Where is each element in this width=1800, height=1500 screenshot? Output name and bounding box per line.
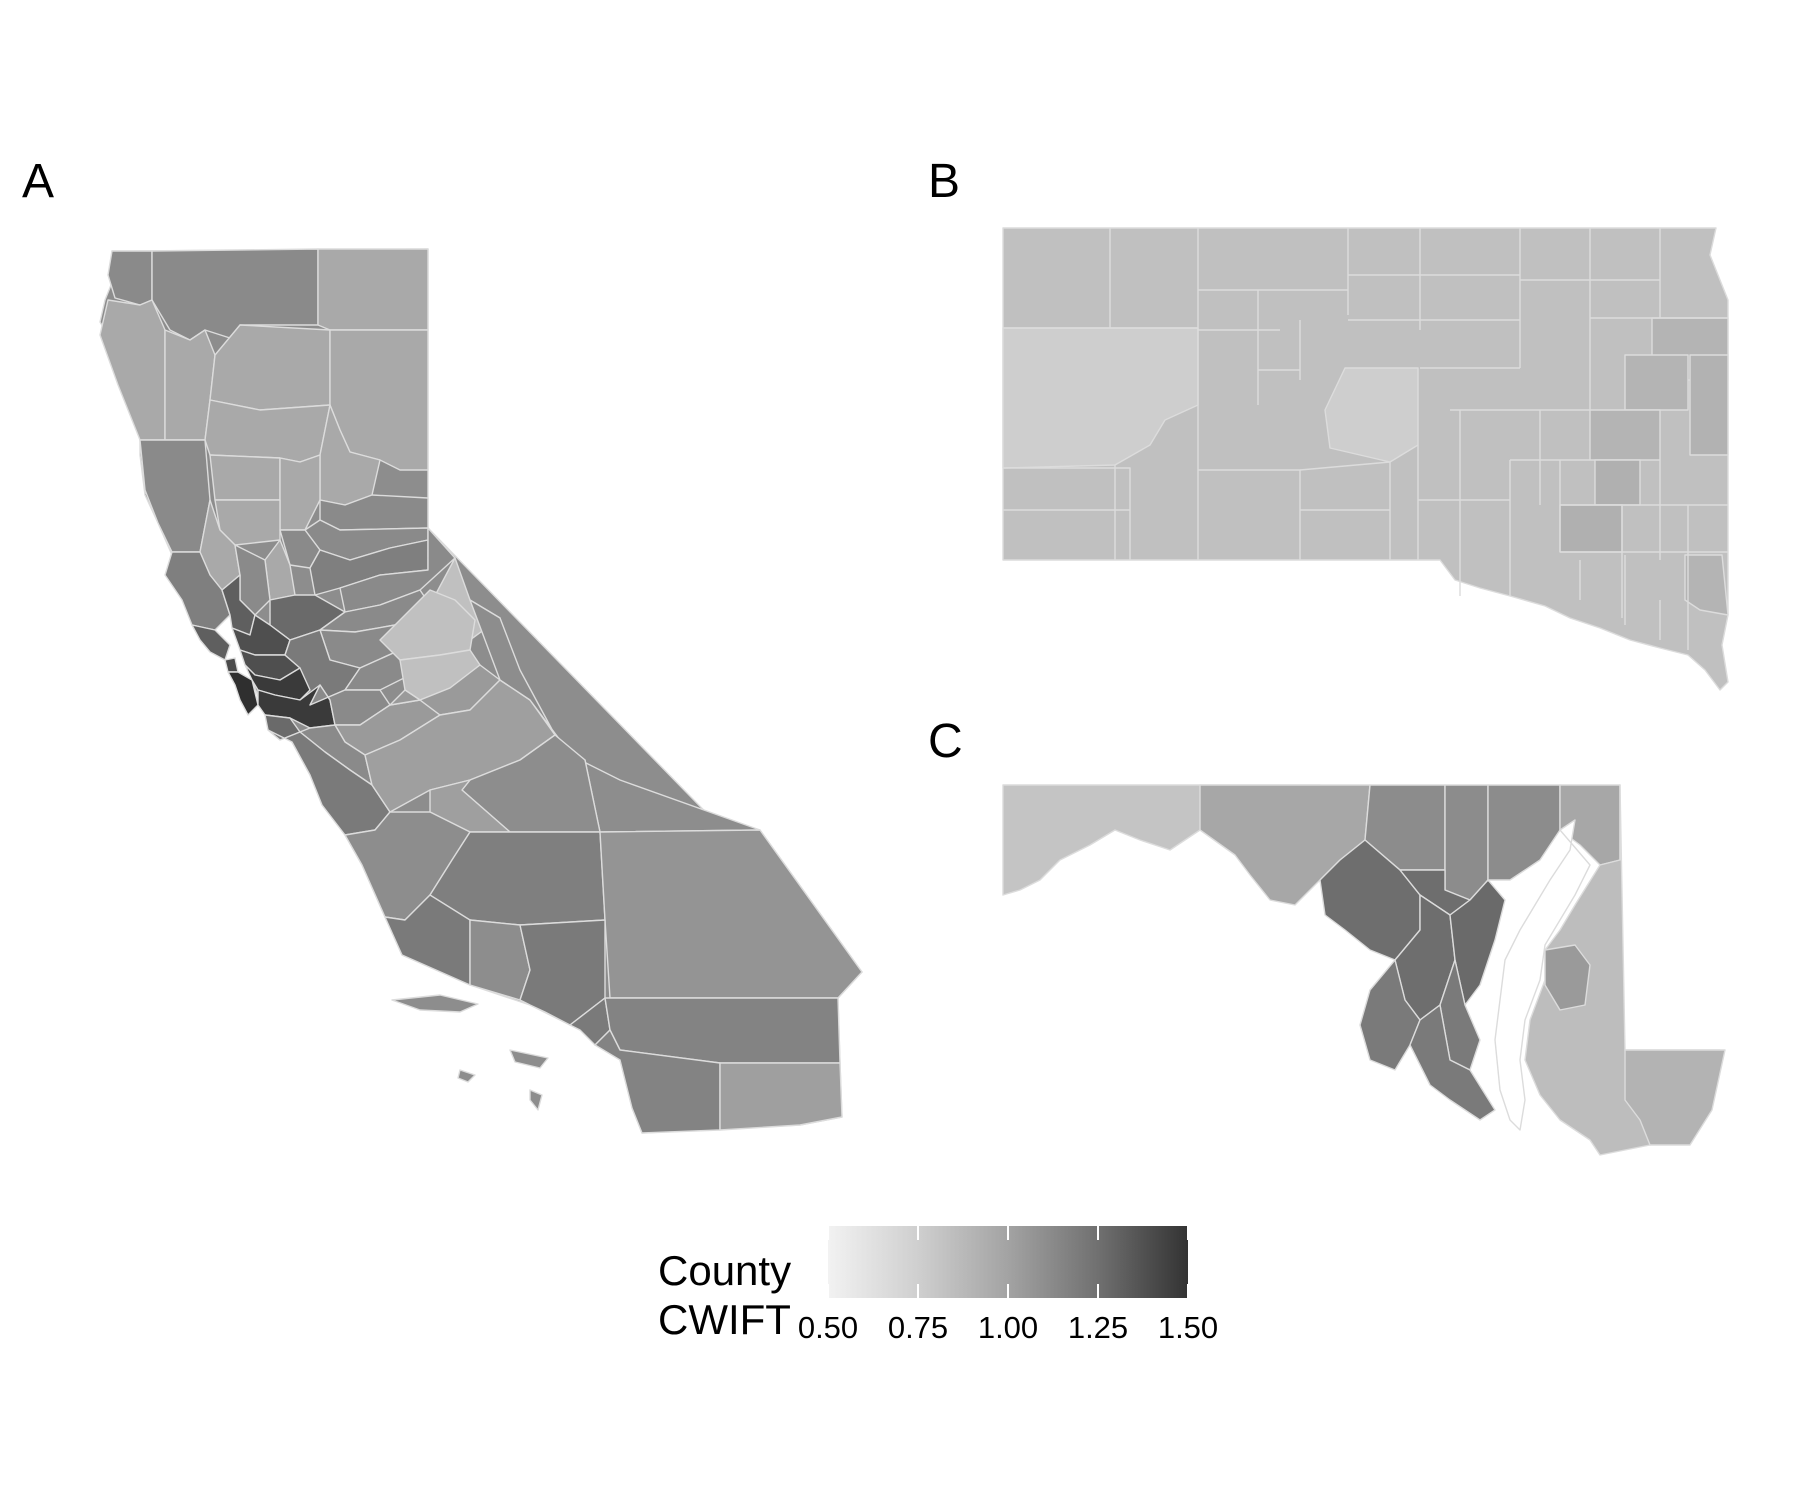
legend-title-line2: CWIFT (658, 1296, 791, 1343)
legend: County CWIFT 0.50 0.75 1.00 1.25 1.50 (658, 1226, 1218, 1345)
legend-tick-label: 0.75 (888, 1310, 948, 1345)
map-california (99, 248, 863, 1134)
legend-tick-label: 1.50 (1158, 1310, 1218, 1345)
county-st-marys (1409, 1004, 1496, 1121)
county-marin (191, 624, 231, 661)
panel-label-c: C (928, 715, 963, 768)
county-modoc (317, 248, 429, 331)
county-colusa (214, 499, 281, 546)
channel-islands (391, 994, 549, 1111)
county-imperial (719, 1062, 843, 1131)
chesapeake-bay-inlets (1494, 819, 1591, 1131)
panel-label-a: A (22, 155, 54, 208)
map-maryland (1002, 784, 1726, 1156)
legend-tick-label: 1.00 (978, 1310, 1038, 1345)
county-madera (389, 664, 501, 716)
legend-tick-label: 1.25 (1068, 1310, 1128, 1345)
county-hughes (1324, 367, 1419, 463)
county-worcester (1624, 1049, 1726, 1146)
legend-ticks: 0.50 0.75 1.00 1.25 1.50 (798, 1226, 1218, 1345)
county-hanson (1559, 504, 1623, 553)
panel-label-b: B (928, 155, 960, 208)
county-tehama (204, 399, 331, 463)
county-del-norte (107, 250, 153, 306)
county-los-angeles (519, 919, 606, 1026)
county-humboldt (99, 299, 166, 441)
legend-title-line1: County (658, 1247, 791, 1294)
county-san-francisco (224, 657, 239, 673)
county-san-mateo (227, 671, 259, 716)
county-baltimore (1444, 784, 1489, 901)
county-talbot (1544, 944, 1591, 1011)
county-mendocino (139, 439, 211, 553)
county-alameda (244, 664, 311, 701)
county-sonoma (164, 551, 231, 631)
county-brookings (1689, 354, 1729, 456)
map-south-dakota (1002, 227, 1729, 691)
county-kingsbury (1624, 354, 1689, 411)
legend-tick-label: 0.50 (798, 1310, 858, 1345)
south-dakota-county-lines (1003, 228, 1728, 650)
county-harford (1487, 784, 1561, 881)
county-glenn (209, 454, 281, 501)
county-san-bernardino (599, 829, 863, 999)
county-lincoln (1684, 554, 1729, 616)
county-beadle (1589, 409, 1661, 461)
county-minnehaha (1594, 459, 1641, 506)
